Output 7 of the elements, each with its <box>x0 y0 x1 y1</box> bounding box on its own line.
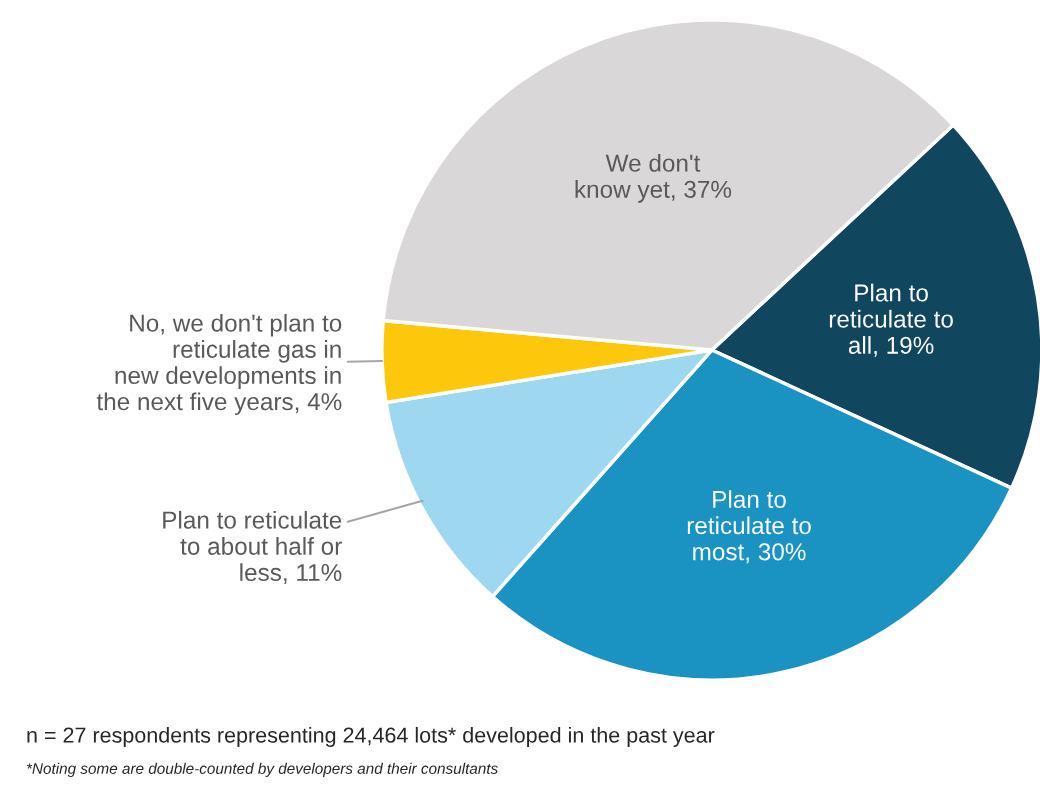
slice-label: We don't know yet, 37% <box>575 153 732 203</box>
slice-label: Plan to reticulate to about half or less, 11% <box>163 510 342 584</box>
slice-label: Plan to reticulate to most, 30% <box>687 490 811 564</box>
slice-label: Plan to reticulate to all, 19% <box>829 283 953 357</box>
text: *Noting some are double-counted by developers and their consultants <box>26 762 498 777</box>
slice-label: No, we don't plan to reticulate gas in new developments in the next five years, 4% <box>96 313 342 416</box>
text: n = 27 respondents representing 24,464 lots* developed in the past year <box>27 726 715 748</box>
